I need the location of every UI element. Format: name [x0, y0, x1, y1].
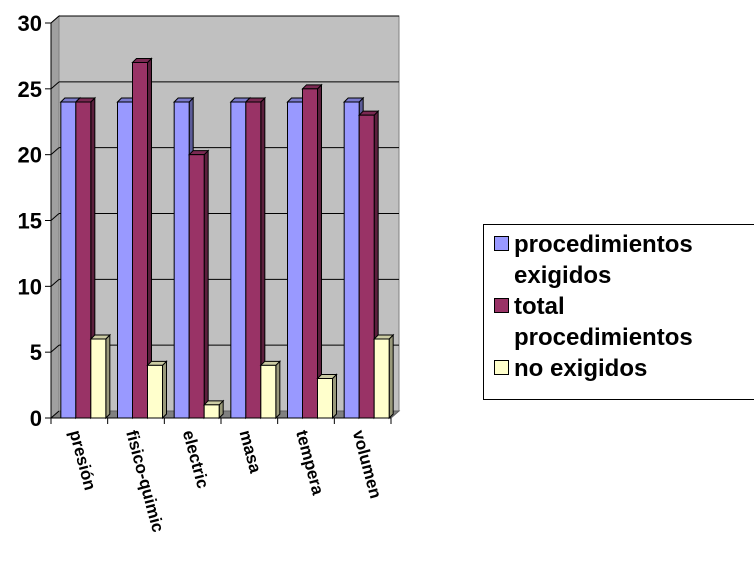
x-tick-label: masa: [235, 428, 265, 475]
bar-procedimientos-exigidos-0: [60, 101, 77, 419]
bar-no-exigidos-5: [373, 338, 390, 419]
y-tick-label: 10: [18, 274, 42, 299]
x-tick-label: electric: [179, 428, 213, 490]
bar-no-exigidos-2: [203, 404, 220, 419]
gridline-side: [50, 278, 60, 287]
bar-total-procedimientos-5: [358, 114, 375, 419]
bar-total-procedimientos-3: [245, 101, 262, 419]
legend-item-no-exigidos: no exigidos: [494, 353, 647, 384]
bar-top: [146, 360, 168, 366]
x-tick-label: presión: [65, 428, 99, 492]
bar-procedimientos-exigidos-4: [287, 101, 303, 419]
bar-no-exigidos-0: [90, 338, 107, 419]
bar-side: [388, 333, 394, 420]
x-tick-label: tempera: [292, 428, 328, 497]
bar-procedimientos-exigidos-5: [343, 101, 360, 419]
bar-top: [357, 110, 380, 116]
bar-side: [162, 360, 167, 420]
bar-top: [342, 97, 365, 103]
bar-top: [202, 400, 225, 406]
bar-top: [259, 360, 282, 366]
gridline-side: [50, 15, 60, 24]
gridline-side: [50, 344, 60, 353]
legend-swatch: [494, 360, 509, 375]
legend-label: total procedimientos: [514, 293, 693, 351]
legend-label: procedimientos exigidos: [514, 231, 693, 289]
bar-top: [74, 97, 97, 103]
bar-top: [244, 97, 267, 103]
y-tick-label: 5: [30, 340, 42, 365]
legend-item-procedimientos-exigidos: procedimientos exigidos: [494, 229, 693, 291]
y-tick-label: 25: [18, 77, 42, 102]
bar-top: [301, 84, 323, 90]
legend-swatch: [494, 236, 509, 251]
bar-top: [172, 97, 195, 103]
y-tick-label: 15: [18, 209, 42, 234]
y-tick-label: 0: [30, 406, 42, 431]
gridline-side: [50, 147, 60, 156]
y-tick-label: 20: [18, 143, 42, 168]
gridline-side: [50, 81, 60, 90]
bar-procedimientos-exigidos-1: [117, 101, 133, 419]
bar-side: [332, 373, 337, 420]
x-tick-label: volumen: [349, 428, 385, 500]
legend-label: no exigidos: [514, 355, 648, 382]
bar-total-procedimientos-0: [75, 101, 92, 419]
x-tick-label: fisico-quimic: [122, 428, 167, 534]
bar-no-exigidos-4: [317, 378, 333, 419]
bar-top: [372, 334, 395, 340]
y-tick-label: 30: [18, 11, 42, 36]
bar-total-procedimientos-2: [188, 154, 205, 419]
bar-side: [275, 360, 281, 420]
bar-top: [89, 334, 112, 340]
bar-total-procedimientos-1: [132, 62, 148, 419]
bar-top: [187, 150, 210, 156]
legend: procedimientos exigidos total procedimie…: [483, 224, 754, 400]
bar-procedimientos-exigidos-3: [230, 101, 247, 419]
bar-top: [131, 58, 153, 63]
bar-procedimientos-exigidos-2: [173, 101, 190, 419]
bar-side: [203, 149, 209, 420]
bar-no-exigidos-1: [147, 364, 163, 419]
bar-total-procedimientos-4: [302, 88, 318, 419]
bar-top: [316, 374, 338, 379]
legend-item-total-procedimientos: total procedimientos: [494, 291, 693, 353]
gridline-side: [50, 410, 60, 419]
bar-side: [317, 83, 322, 420]
legend-swatch: [494, 298, 509, 313]
gridline-side: [50, 213, 60, 221]
bar-side: [105, 333, 111, 420]
bar-no-exigidos-3: [260, 364, 277, 419]
